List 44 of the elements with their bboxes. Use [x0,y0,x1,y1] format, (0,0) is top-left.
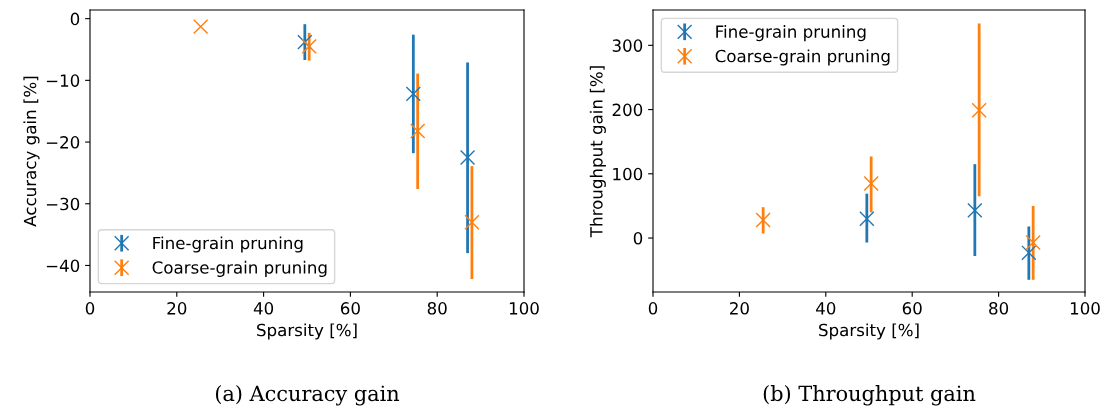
x-tick-label: 60 [902,302,922,315]
x-tick-label: 20 [730,302,749,315]
point [971,102,987,118]
y-tick-label: 0 [70,12,80,26]
legend-label: Coarse-grain pruning [715,49,890,66]
x-tick-label: 20 [167,302,187,315]
x-tick-label: 100 [509,302,539,315]
y-axis-title: Accuracy gain [%] [23,76,40,227]
y-tick-label: −10 [46,74,80,87]
x-tick-label: 80 [427,302,447,315]
x-axis-title: Sparsity [%] [819,323,919,340]
y-tick-label: 100 [613,167,643,181]
y-axis-title: Throughput gain [%] [589,66,606,238]
y-tick-label: 200 [612,103,643,117]
x-tick-label: 0 [648,302,658,315]
x-tick-label: 60 [340,302,360,315]
y-tick-label: −20 [46,136,80,149]
point [1025,234,1041,251]
x-tick-label: 40 [816,302,836,315]
text: (b) Throughput gain [763,385,976,406]
point [459,149,476,166]
point [464,214,480,230]
point [859,211,875,227]
point [193,19,209,35]
x-tick-label: 100 [1070,302,1100,315]
x-tick-label: 40 [253,302,274,315]
x-tick-label: 80 [989,302,1009,315]
x-axis-title: Sparsity [%] [257,323,357,340]
legend-label: Coarse-grain pruning [152,260,327,277]
y-tick-label: 0 [633,232,643,245]
point [405,86,421,102]
legend-label: Fine-grain pruning [716,25,866,42]
point [863,175,879,192]
legend-label: Fine-grain pruning [153,236,303,253]
point [1021,245,1037,261]
text: (a) Accuracy gain [215,385,400,406]
point [301,38,317,55]
point [755,212,771,228]
point [967,202,983,219]
y-tick-label: −30 [46,197,80,211]
x-tick-label: 0 [85,302,95,315]
y-tick-label: 300 [612,39,643,52]
point [410,123,426,139]
y-tick-label: −40 [46,259,80,273]
